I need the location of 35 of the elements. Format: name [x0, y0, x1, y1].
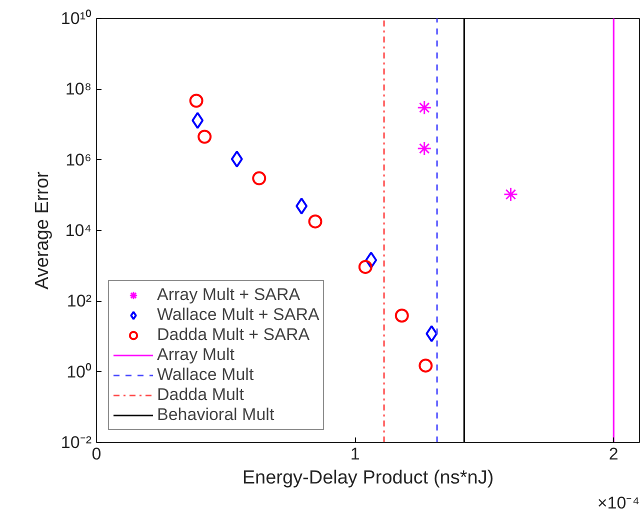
point — [189, 94, 204, 108]
y-axis-title: Average Error — [32, 170, 53, 290]
point — [230, 150, 243, 168]
legend-label: Wallace Mult + SARA — [157, 305, 320, 325]
point — [417, 100, 432, 115]
legend-label: Wallace Mult — [157, 365, 254, 385]
x-tick-label: 2 — [608, 444, 618, 464]
point — [358, 260, 372, 274]
text: ×10⁻⁴ — [597, 494, 640, 512]
point — [308, 214, 322, 228]
x-axis-title: Energy-Delay Product (ns*nJ) — [242, 468, 494, 488]
point — [296, 198, 308, 215]
point — [365, 252, 378, 269]
x-tick-label: 0 — [92, 444, 102, 464]
y-tick-label: 10⁶ — [66, 150, 92, 170]
legend-label: Array Mult — [157, 345, 234, 365]
point — [503, 187, 518, 202]
point — [252, 171, 266, 186]
y-tick-label: 10¹⁰ — [60, 9, 92, 28]
y-tick-label: 10² — [66, 292, 92, 311]
point — [198, 130, 212, 144]
y-tick-label: 10⁸ — [65, 80, 92, 99]
x-tick-label: 1 — [350, 444, 360, 464]
point — [394, 308, 409, 323]
legend-label: Dadda Mult — [157, 385, 244, 405]
y-tick-label: 10⁰ — [66, 362, 92, 382]
point — [426, 325, 438, 342]
y-tick-label: 10⁻² — [60, 433, 92, 452]
point — [192, 112, 204, 129]
legend-label: Behavioral Mult — [157, 405, 274, 425]
y-tick-label: 10⁴ — [65, 221, 92, 240]
legend-label: Dadda Mult + SARA — [157, 325, 310, 345]
point — [417, 141, 432, 156]
point — [418, 358, 433, 373]
legend-label: Array Mult + SARA — [157, 285, 300, 305]
